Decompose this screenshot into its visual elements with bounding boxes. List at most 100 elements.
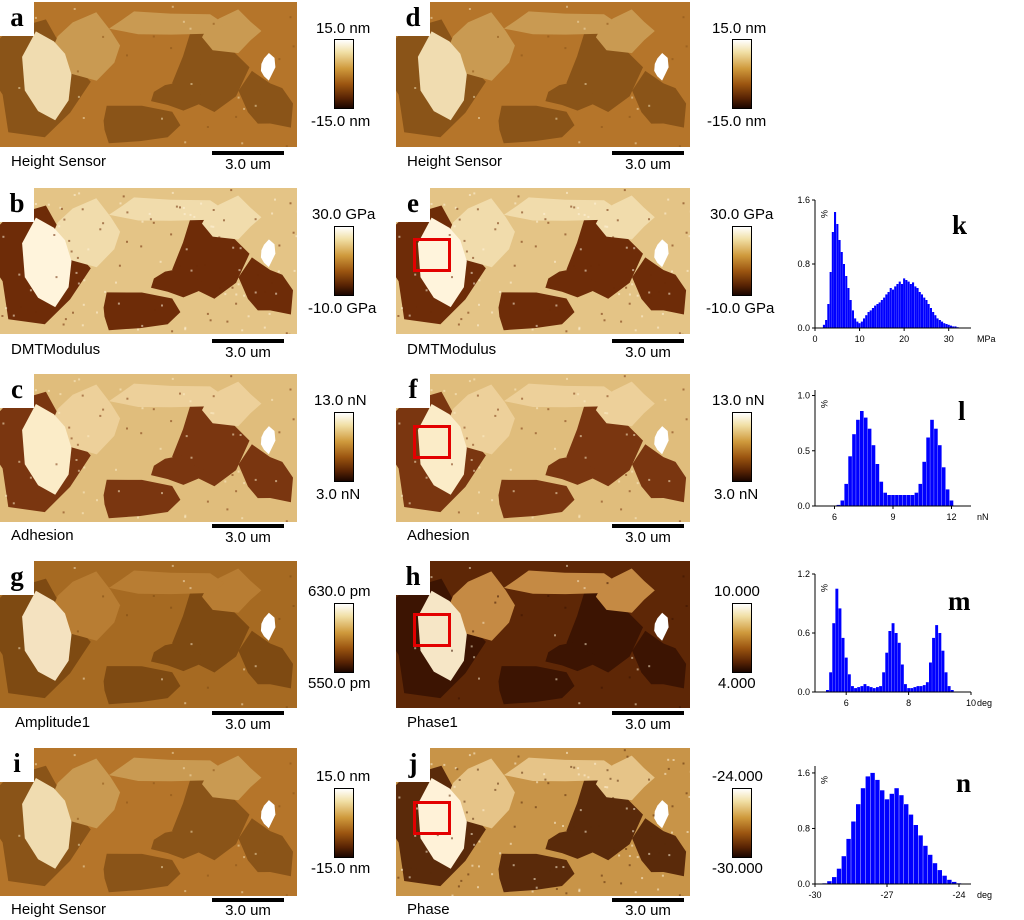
histogram-bar — [883, 297, 886, 328]
histogram-bar — [865, 776, 870, 884]
colorbar-f — [732, 412, 752, 482]
histogram-bar — [858, 323, 861, 328]
y-axis-label: % — [819, 776, 829, 784]
histogram-bar — [871, 445, 876, 506]
histogram-bar — [847, 674, 851, 692]
histogram-bar — [923, 845, 928, 884]
histogram-bar — [941, 321, 944, 328]
histogram-bar — [856, 419, 860, 506]
histogram-bar — [863, 318, 866, 328]
histogram-bar — [936, 318, 939, 328]
panel-letter-e: e — [396, 188, 430, 222]
y-tick-label: 1.2 — [797, 569, 810, 579]
y-axis-label: % — [819, 400, 829, 408]
histogram-bar — [889, 288, 892, 328]
histogram-bar — [904, 684, 907, 692]
histogram-bar — [914, 286, 917, 328]
histogram-bar — [876, 304, 879, 328]
colorbar-top-label-b: 30.0 GPa — [312, 206, 376, 223]
histogram-bar — [867, 428, 872, 506]
histogram-bar — [930, 419, 934, 506]
scalebar-f — [612, 524, 684, 528]
hist-letter-m: m — [948, 586, 971, 616]
panel-letter-d: d — [396, 2, 430, 36]
histogram-bar — [934, 428, 938, 506]
x-tick-label: 0 — [812, 334, 817, 344]
histogram-bar — [904, 804, 909, 884]
histogram-bar — [844, 657, 848, 692]
histogram-bar — [929, 662, 932, 692]
histogram-bar — [854, 688, 857, 692]
histogram-bar — [884, 799, 890, 884]
histogram-bar — [836, 868, 842, 884]
histogram-bar — [896, 284, 899, 328]
colorbar-top-label-a: 15.0 nm — [316, 20, 371, 37]
scalebar-a — [212, 151, 284, 155]
hist-letter-l: l — [958, 396, 966, 426]
x-tick-label: -30 — [808, 890, 821, 900]
histogram-bar — [874, 305, 877, 328]
y-tick-label: 0.0 — [797, 687, 810, 697]
y-tick-label: 0.0 — [797, 879, 810, 889]
sensor-label-a: Height Sensor — [11, 153, 107, 170]
histogram-bar — [883, 492, 887, 506]
panel-letter-b: b — [0, 188, 34, 222]
colorbar-j — [732, 788, 752, 858]
colorbar-c — [334, 412, 354, 482]
histogram-bar — [879, 686, 882, 692]
roi-box-f — [413, 425, 451, 459]
afm-image-f — [396, 374, 690, 522]
histogram-bar — [932, 637, 935, 692]
histogram-bar — [929, 308, 932, 328]
histogram-bar — [925, 682, 929, 692]
panel-letter-a: a — [0, 2, 34, 36]
colorbar-bottom-label-c: 3.0 nN — [316, 486, 361, 503]
histogram-bar — [908, 814, 914, 884]
scalebar-label-h: 3.0 um — [625, 716, 671, 733]
histogram-bar — [910, 495, 915, 506]
histogram-bar — [918, 835, 923, 884]
histogram-bar — [880, 300, 883, 328]
histogram-bar — [841, 856, 846, 884]
histogram-bar — [938, 445, 942, 506]
sensor-label-e: DMTModulus — [407, 341, 497, 358]
histogram-bar — [922, 461, 926, 506]
x-tick-label: 8 — [906, 698, 911, 708]
histogram-bar — [900, 284, 903, 328]
scalebar-g — [212, 711, 284, 715]
histogram-bar — [863, 417, 868, 506]
histogram-bar — [918, 483, 923, 506]
histogram-bar — [827, 881, 832, 884]
y-axis-label: % — [819, 584, 829, 592]
y-tick-label: 0.0 — [797, 501, 810, 511]
histogram-bar — [943, 323, 946, 328]
afm-image-a — [0, 2, 297, 147]
histogram-bar — [942, 875, 947, 884]
histogram-bar — [923, 297, 926, 328]
colorbar-top-label-j: -24.000 — [712, 768, 763, 785]
histogram-bar — [918, 292, 921, 328]
histogram-bar — [851, 821, 856, 884]
sensor-label-g: Amplitude1 — [15, 714, 91, 731]
colorbar-top-label-h: 10.000 — [714, 583, 760, 600]
histogram-bar — [882, 672, 886, 692]
x-tick-label: 20 — [899, 334, 909, 344]
colorbar-bottom-label-f: 3.0 nN — [714, 486, 759, 503]
colorbar-bottom-label-h: 4.000 — [718, 675, 756, 692]
colorbar-e — [732, 226, 752, 296]
afm-image-h — [396, 561, 690, 708]
histogram-bar — [851, 310, 854, 328]
histogram-bar — [925, 300, 928, 328]
colorbar-bottom-label-e: -10.0 GPa — [706, 300, 775, 317]
histogram-bar — [944, 672, 948, 692]
histogram-bar — [825, 320, 828, 328]
x-tick-label: 30 — [944, 334, 954, 344]
afm-image-c — [0, 374, 297, 522]
colorbar-bottom-label-j: -30.000 — [712, 860, 763, 877]
histogram-bar — [898, 281, 901, 328]
histogram-bar — [907, 281, 910, 328]
histogram-bar — [875, 464, 880, 506]
x-tick-label: 6 — [844, 698, 849, 708]
histogram-bar — [863, 684, 867, 692]
histogram-bar — [949, 325, 952, 328]
